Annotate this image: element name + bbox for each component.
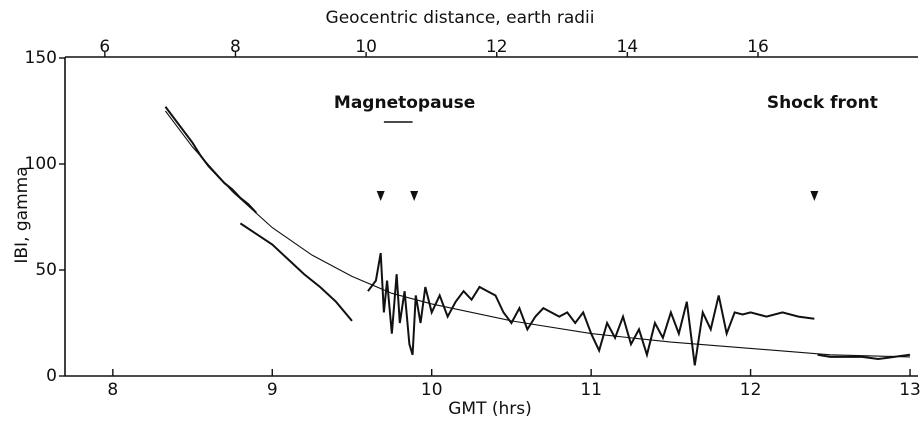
series-line [239,222,353,322]
marker-triangle [810,191,819,201]
x-tick-label: 10 [421,380,443,400]
top-tick-label: 6 [99,37,110,57]
series-line [367,252,815,366]
y-tick-label: 50 [35,260,57,280]
x-tick-label: 13 [899,380,921,400]
marker-triangle [376,191,385,201]
series-line [164,106,258,214]
top-tick-label: 16 [747,37,769,57]
marker-triangle [410,191,419,201]
top-tick-label: 14 [617,37,639,57]
y-tick-label: 0 [46,366,57,386]
series-line [165,110,911,358]
top-tick-label: 10 [355,37,377,57]
top-tick-label: 12 [486,37,508,57]
x-tick-label: 12 [740,380,762,400]
annotation: Shock front [767,93,878,113]
x-axis-title: GMT (hrs) [448,399,532,419]
y-tick-label: 100 [25,154,57,174]
annotation: Magnetopause [334,93,475,113]
x-tick-label: 11 [580,380,602,400]
y-tick-label: 150 [25,48,57,68]
y-axis-title: IBI, gamma [12,166,32,263]
x-tick-label: 9 [267,380,278,400]
top-axis-title: Geocentric distance, earth radii [326,8,595,28]
x-tick-label: 8 [107,380,118,400]
top-tick-label: 8 [230,37,241,57]
